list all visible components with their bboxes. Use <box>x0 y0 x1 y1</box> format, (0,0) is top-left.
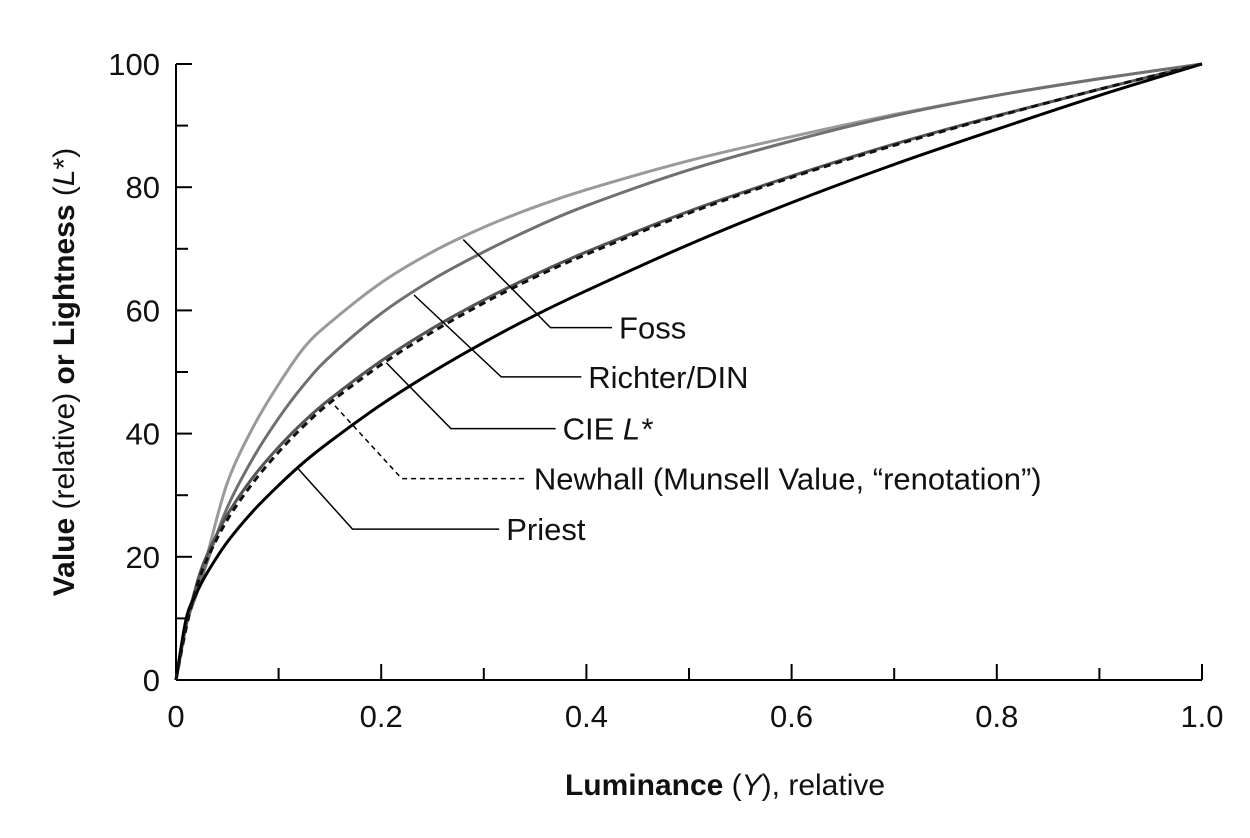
callout-label-text: Newhall (Munsell Value, “renotation”) <box>534 462 1042 497</box>
x-tick-label: 0.8 <box>975 699 1018 734</box>
y-tick-label: 80 <box>126 170 160 205</box>
series-line-2 <box>174 62 1203 681</box>
callout-label-2: CIE L* <box>563 412 654 447</box>
callout-label-text: Foss <box>619 311 686 346</box>
x-tick-label: 0 <box>167 699 184 734</box>
y-tick-label: 100 <box>108 47 160 82</box>
x-tick-label: 0.6 <box>770 699 813 734</box>
callout-label-0: Foss <box>619 311 686 346</box>
y-tick-label: 40 <box>126 417 160 452</box>
callout-label-4: Priest <box>506 512 586 547</box>
callout-label-text: Richter/DIN <box>588 360 748 395</box>
x-tick-label: 0.2 <box>360 699 403 734</box>
x-tick-label: 1.0 <box>1180 699 1223 734</box>
series-line-3 <box>174 62 1203 681</box>
x-axis-title: Luminance (Y), relative <box>565 769 885 802</box>
callout-layer: Foss Richter/DIN CIE L* Newhall (Munsell Va… <box>296 239 1042 547</box>
callout-leader-0 <box>462 239 613 329</box>
x-tick-label: 0.4 <box>565 699 608 734</box>
y-axis-title: Value (relative) or Lightness (L*) <box>48 148 81 596</box>
callout-leader-2 <box>385 362 556 430</box>
y-tick-label: 0 <box>143 663 160 698</box>
y-tick-label: 20 <box>126 540 160 575</box>
callout-label-text: CIE <box>563 412 623 447</box>
series-line-4 <box>174 62 1203 681</box>
series-layer <box>174 62 1203 681</box>
callout-label-text: Priest <box>506 512 586 547</box>
callout-leader-3 <box>334 405 527 480</box>
axes: 0 0.2 0.4 0.6 0.8 1.0 0 20 40 60 80 100 <box>108 47 1223 734</box>
callout-label-1: Richter/DIN <box>588 360 748 395</box>
callout-label-3: Newhall (Munsell Value, “renotation”) <box>534 462 1042 497</box>
y-tick-label: 60 <box>126 293 160 328</box>
callout-label-italic: L* <box>623 412 653 447</box>
callout-leader-1 <box>413 294 582 378</box>
callout-leader-4 <box>296 466 500 530</box>
